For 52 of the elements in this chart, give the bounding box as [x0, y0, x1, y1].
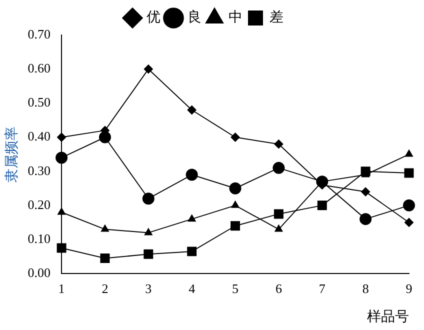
y-tick-label: 0.50 [28, 94, 51, 110]
y-tick-label: 0.40 [28, 128, 51, 144]
x-tick-label: 2 [102, 280, 108, 296]
legend-label: 差 [270, 10, 284, 26]
point [274, 209, 284, 219]
point [230, 221, 240, 231]
point [361, 187, 370, 196]
point [272, 162, 285, 174]
legend-label: 良 [188, 10, 202, 26]
point [403, 199, 415, 212]
point [405, 150, 413, 157]
point [229, 182, 242, 194]
point [58, 208, 66, 215]
x-tick-label: 8 [362, 280, 369, 296]
x-tick-label: 4 [188, 280, 196, 296]
y-tick-label: 0.30 [28, 162, 51, 178]
point [274, 224, 283, 232]
x-tick-label: 1 [58, 280, 65, 296]
point [56, 152, 68, 164]
point [187, 105, 196, 114]
point [101, 224, 109, 232]
point [100, 254, 110, 264]
y-tick-label: 0.70 [28, 26, 51, 42]
point [404, 168, 414, 178]
point [144, 249, 154, 259]
x-tick-label: 3 [145, 280, 152, 296]
x-tick-label: 9 [406, 280, 412, 296]
point [317, 200, 327, 210]
x-tick-label: 7 [318, 280, 326, 296]
point [144, 64, 153, 74]
point [188, 214, 196, 222]
point [360, 213, 372, 226]
x-tick-label: 6 [275, 280, 282, 296]
point [187, 246, 197, 256]
point [231, 200, 240, 208]
y-tick-label: 0.10 [28, 230, 51, 246]
point [230, 132, 240, 142]
point [186, 168, 198, 181]
x-tick-label: 5 [232, 280, 239, 296]
point [142, 192, 154, 205]
point [57, 132, 66, 142]
point [56, 243, 66, 253]
y-tick-label: 0.20 [28, 196, 51, 212]
y-tick-label: 0.00 [28, 265, 51, 280]
x-axis-title: 样品号 [367, 309, 409, 326]
y-axis-title: 隶属频率 [4, 126, 20, 182]
point [144, 228, 152, 236]
y-tick-label: 0.60 [28, 60, 51, 76]
point [274, 140, 284, 149]
legend-label: 中 [228, 10, 242, 26]
legend-label: 优 [146, 10, 160, 26]
point [404, 218, 414, 227]
